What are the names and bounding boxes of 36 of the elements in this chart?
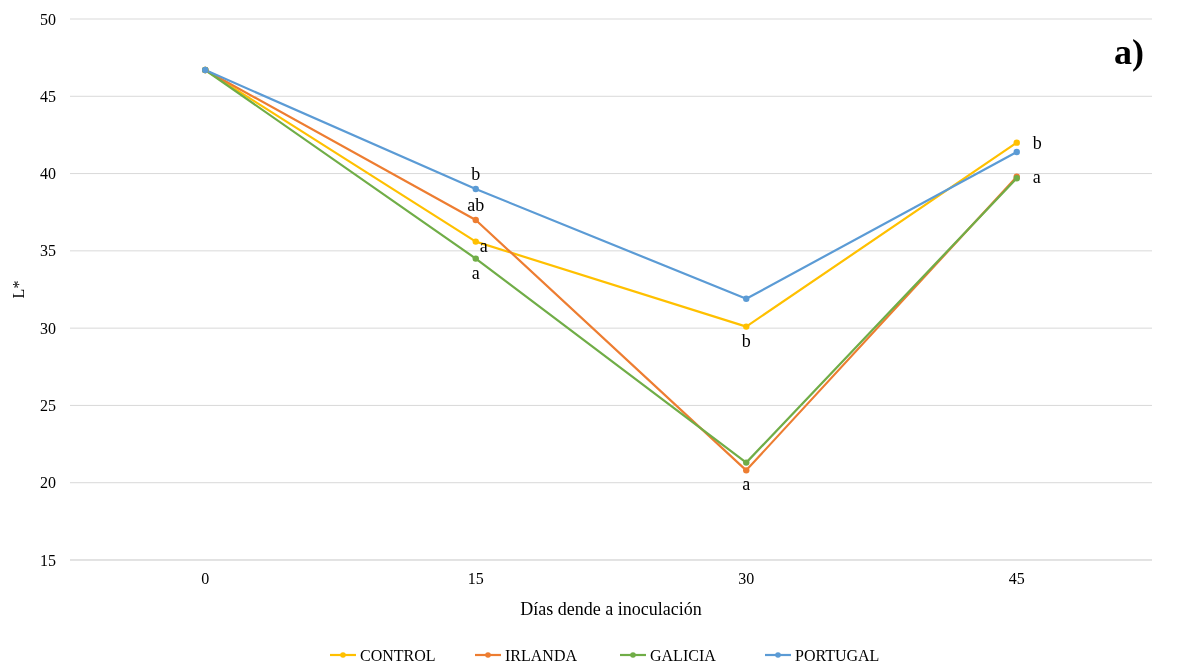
y-tick-label: 50	[40, 10, 56, 28]
annotation: b	[741, 330, 751, 351]
legend-label: GALICIA	[650, 646, 717, 664]
annotation: a	[1032, 166, 1041, 187]
y-tick-label: 15	[40, 551, 56, 569]
point	[743, 459, 750, 466]
y-tick-label: 40	[40, 165, 56, 183]
y-tick-label: 45	[40, 87, 56, 105]
y-tick-label: 25	[40, 397, 56, 415]
point	[1013, 148, 1020, 156]
y-tick-label: 30	[40, 319, 56, 337]
point	[472, 238, 479, 245]
x-axis-title: Días dende a inoculación	[520, 599, 702, 619]
annotation: ab	[467, 194, 485, 215]
y-tick-label: 20	[40, 474, 56, 492]
annotation: b	[471, 164, 481, 185]
annotation: a)	[1114, 32, 1144, 72]
legend-label: IRLANDA	[505, 646, 578, 664]
point	[472, 255, 479, 262]
x-tick-label: 15	[467, 570, 484, 587]
point	[743, 295, 750, 302]
x-tick-label: 0	[201, 570, 210, 587]
point	[1013, 139, 1020, 146]
legend-label: PORTUGAL	[795, 646, 880, 664]
point	[472, 216, 479, 224]
y-axis-title: L*	[10, 280, 27, 299]
y-tick-label: 35	[40, 242, 56, 260]
point	[743, 467, 750, 474]
legend-label: CONTROL	[360, 646, 436, 664]
annotation: a	[471, 262, 480, 283]
x-tick-label: 30	[738, 570, 755, 587]
annotation: a	[742, 474, 751, 495]
x-tick-label: 45	[1008, 570, 1025, 587]
annotation: b	[1032, 132, 1042, 153]
point	[743, 323, 750, 330]
point	[472, 185, 479, 193]
